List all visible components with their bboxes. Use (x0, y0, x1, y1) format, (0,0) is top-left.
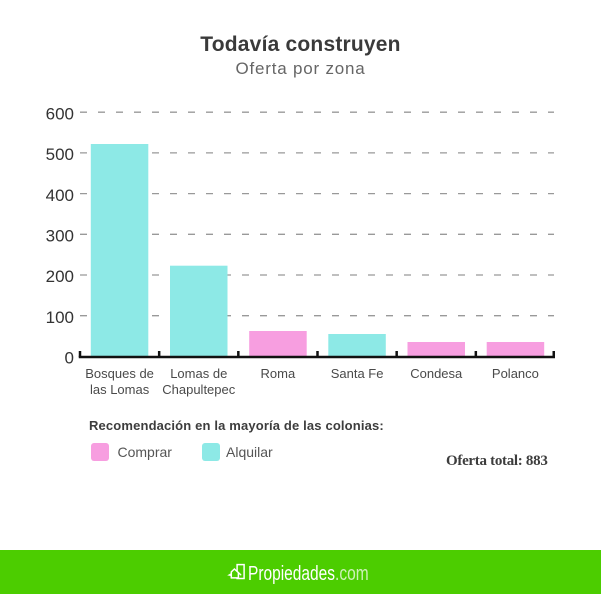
svg-text:500: 500 (46, 145, 74, 164)
svg-text:100: 100 (46, 308, 74, 327)
svg-text:200: 200 (46, 267, 74, 286)
svg-text:400: 400 (46, 186, 74, 205)
svg-text:Polanco: Polanco (492, 366, 539, 381)
svg-text:Lomas de: Lomas de (170, 366, 227, 381)
svg-text:Condesa: Condesa (410, 366, 463, 381)
svg-text:Roma: Roma (261, 366, 296, 381)
svg-text:300: 300 (46, 227, 74, 246)
svg-text:Chapultepec: Chapultepec (162, 382, 235, 397)
svg-text:las Lomas: las Lomas (90, 382, 150, 397)
svg-text:Santa Fe: Santa Fe (331, 366, 384, 381)
svg-text:600: 600 (46, 104, 74, 123)
svg-text:0: 0 (65, 349, 74, 368)
svg-text:Bosques de: Bosques de (85, 366, 154, 381)
